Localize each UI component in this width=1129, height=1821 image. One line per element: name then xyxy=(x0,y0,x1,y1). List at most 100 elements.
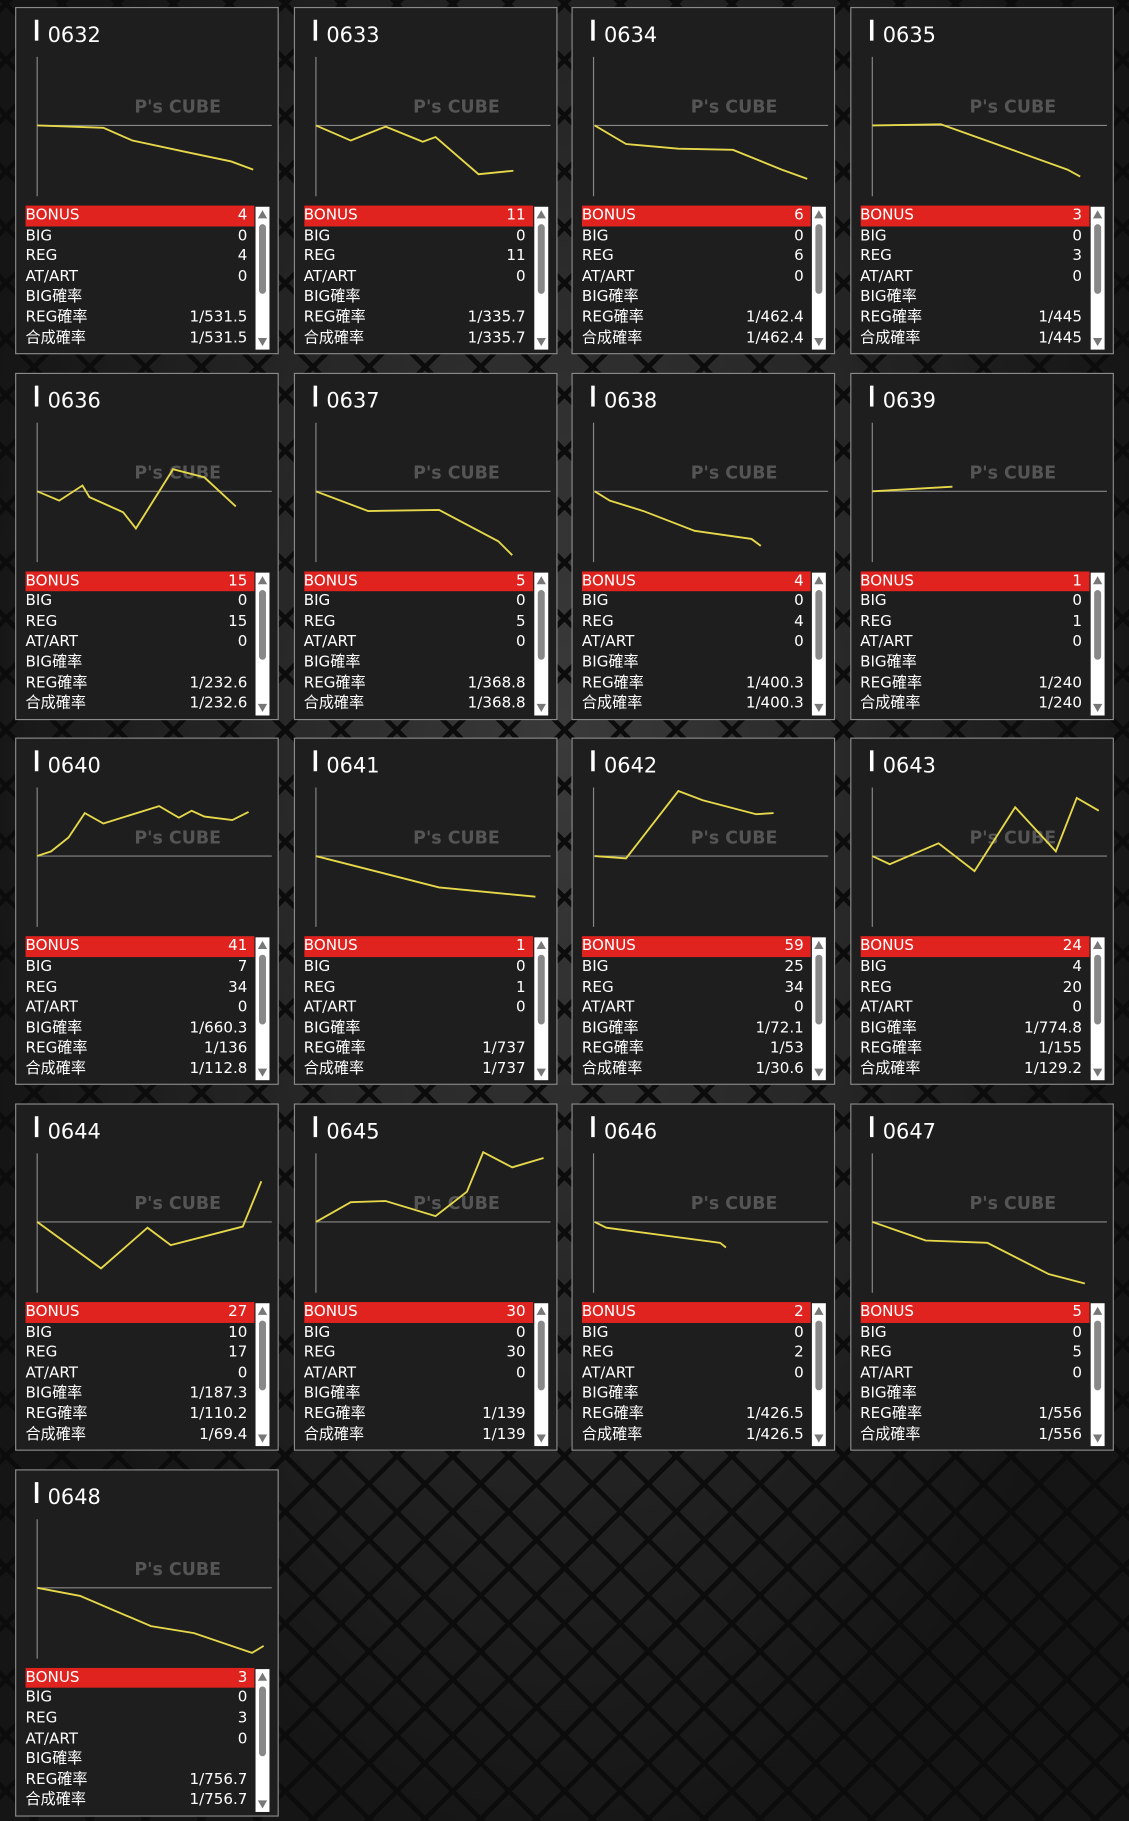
chart: 0646 P's CUBE xyxy=(591,1116,829,1447)
watermark: P's CUBE xyxy=(691,829,778,849)
scroll-thumb xyxy=(259,955,266,1025)
title-marker xyxy=(34,19,39,41)
stats-row: BONUS 11 xyxy=(303,205,533,227)
stats-table: BONUS 2 BIG 0 REG 2 AT/ART 0 BIG確率 REG確率 1/426.5 合成… xyxy=(581,1302,811,1445)
scroll-thumb xyxy=(259,1320,266,1391)
stats-row: BIG確率 xyxy=(304,287,533,307)
stat-label: REG確率 xyxy=(581,674,644,692)
stats-row: REG確率 1/368.8 xyxy=(304,673,533,693)
stat-value: 0 xyxy=(1072,227,1082,245)
stat-value: 1/660.3 xyxy=(189,1019,248,1037)
stats-row: BIG確率 xyxy=(26,653,255,673)
scroll-thumb xyxy=(1093,589,1101,660)
stat-value: 1/400.3 xyxy=(745,694,804,713)
stat-value: 17 xyxy=(228,1344,248,1362)
machine-id: 0632 xyxy=(48,23,101,47)
stat-label: REG確率 xyxy=(860,308,923,327)
stat-label: BONUS xyxy=(25,937,80,956)
stat-label: REG xyxy=(581,613,614,631)
stat-label: BIG確率 xyxy=(860,1019,917,1037)
stat-label: BIG xyxy=(303,1323,331,1342)
stats-row: BIG 7 xyxy=(26,957,255,977)
machine-id: 0638 xyxy=(604,388,657,412)
stats-row: 合成確率 1/139 xyxy=(304,1425,533,1445)
stat-label: BIG xyxy=(25,1689,53,1707)
stat-value: 1 xyxy=(515,978,526,997)
machine-panel: 0644 P's CUBE BONUS 27 BIG 10 REG 17 AT/ART 0 BIG確… xyxy=(15,1103,279,1451)
chart: 0639 P's CUBE xyxy=(869,385,1107,716)
stat-label: BONUS xyxy=(303,937,358,956)
stats-row: REG 30 xyxy=(304,1343,533,1363)
stat-label: AT/ART xyxy=(581,633,635,651)
stat-value: 41 xyxy=(228,937,248,956)
stat-label: REG xyxy=(303,247,336,266)
stat-label: BONUS xyxy=(581,1303,636,1321)
stats-table: BONUS 4 BIG 0 REG 4 AT/ART 0 BIG確率 REG確率 1/531.5 合成… xyxy=(25,205,255,349)
machine-panel: 0648 P's CUBE BONUS 3 BIG 0 REG 3 AT/ART 0 BIG確率 RE… xyxy=(15,1469,279,1817)
stats-row: AT/ART 0 xyxy=(26,267,255,287)
chart: 0638 P's CUBE xyxy=(591,385,829,716)
watermark: P's CUBE xyxy=(969,463,1056,483)
stat-label: AT/ART xyxy=(303,999,357,1017)
scroll-up xyxy=(1092,1306,1102,1315)
machine-panel: 0632 P's CUBE BONUS 4 BIG 0 REG 4 AT/ART 0 BIG確率 RE… xyxy=(15,6,279,355)
stat-label: BIG確率 xyxy=(25,1385,83,1403)
stat-label: BIG xyxy=(581,592,609,611)
stat-label: REG確率 xyxy=(303,308,366,327)
stats-row: AT/ART 0 xyxy=(304,998,533,1018)
machine-id: 0637 xyxy=(326,388,379,412)
scroll-down xyxy=(257,703,268,712)
stats-row: REG 34 xyxy=(582,978,811,998)
stats-row: BIG 0 xyxy=(860,592,1089,612)
stats-row: BIG 10 xyxy=(26,1323,255,1343)
stats-row: BONUS 3 xyxy=(25,1667,255,1689)
stats-row: BONUS 41 xyxy=(25,936,255,958)
stats-row: AT/ART 0 xyxy=(860,1363,1089,1383)
stat-value: 5 xyxy=(515,572,526,590)
stat-value: 0 xyxy=(794,633,804,651)
stats-row: 合成確率 1/129.2 xyxy=(860,1059,1089,1079)
watermark: P's CUBE xyxy=(134,463,221,483)
stats-row: REG確率 1/400.3 xyxy=(582,673,811,693)
stat-label: 合成確率 xyxy=(860,1425,921,1444)
stat-value: 4 xyxy=(1072,958,1082,976)
stats-row: BIG 0 xyxy=(304,1323,533,1343)
stat-label: 合成確率 xyxy=(581,329,643,347)
stats-row: AT/ART 0 xyxy=(582,998,811,1018)
scroll-thumb xyxy=(815,955,823,1025)
stat-label: BIG xyxy=(25,1323,53,1342)
scroll-down xyxy=(257,1800,268,1809)
chart: 0636 P's CUBE xyxy=(34,385,272,716)
chart: 0644 P's CUBE xyxy=(34,1116,272,1447)
stat-label: REG xyxy=(581,978,614,997)
scroll-thumb xyxy=(815,589,823,660)
scroll-down xyxy=(814,1434,824,1443)
chart: 0641 P's CUBE xyxy=(313,750,550,1081)
stats-row: BONUS 4 xyxy=(25,205,255,227)
stat-value: 5 xyxy=(515,613,526,631)
stat-label: BIG確率 xyxy=(303,1385,361,1403)
stat-value: 0 xyxy=(237,227,248,245)
stat-value: 0 xyxy=(237,592,248,611)
stat-value: 0 xyxy=(1072,592,1082,611)
watermark: P's CUBE xyxy=(691,98,778,118)
stat-label: REG確率 xyxy=(581,1405,644,1423)
stat-label: REG xyxy=(581,1344,614,1362)
graph-line xyxy=(594,790,774,860)
title-marker xyxy=(34,750,39,772)
stats-row: BIG確率 xyxy=(26,1749,255,1769)
scroll-up xyxy=(1092,941,1102,950)
stat-label: REG xyxy=(25,978,58,997)
stat-label: BONUS xyxy=(303,206,358,225)
stat-label: BIG確率 xyxy=(860,288,917,306)
stat-label: AT/ART xyxy=(303,1364,357,1383)
stat-value: 15 xyxy=(228,572,248,590)
stat-value: 6 xyxy=(794,247,804,266)
title-marker xyxy=(869,1116,873,1138)
stats-table: BONUS 4 BIG 0 REG 4 AT/ART 0 BIG確率 REG確率 1/400.3 合成… xyxy=(581,571,811,714)
chart: 0640 P's CUBE xyxy=(34,750,272,1081)
stats-row: BIG確率 xyxy=(304,1018,533,1038)
graph-line xyxy=(594,124,808,180)
scroll-up xyxy=(814,1306,824,1315)
stat-value: 3 xyxy=(237,1668,248,1687)
